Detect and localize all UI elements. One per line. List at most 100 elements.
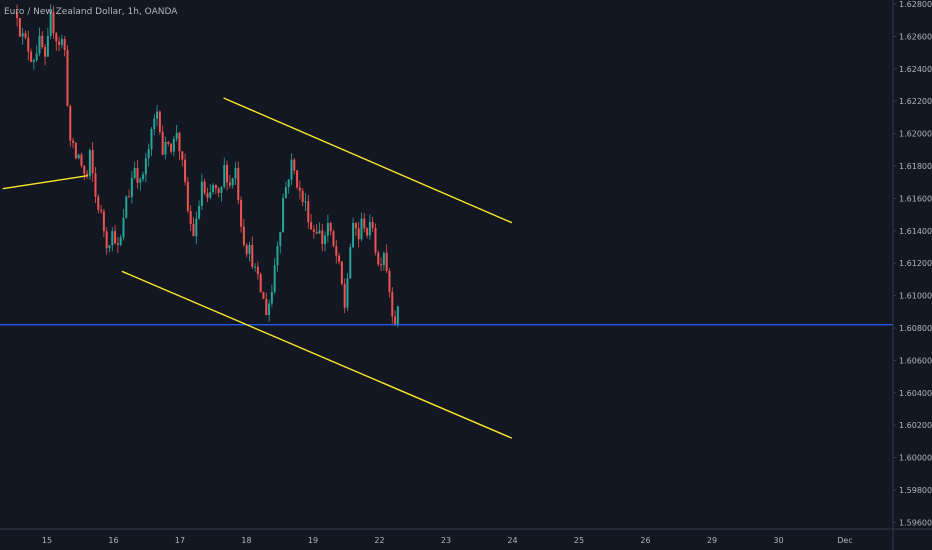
candle bbox=[97, 194, 100, 214]
candle bbox=[100, 204, 103, 214]
candle bbox=[212, 183, 215, 195]
candle bbox=[142, 171, 145, 182]
candle bbox=[251, 236, 254, 269]
candle bbox=[114, 224, 117, 244]
candle bbox=[366, 227, 369, 239]
candle bbox=[128, 189, 131, 198]
time-axis[interactable]: 15 16 17 18 19 22 23 24 25 26 29 30 Dec bbox=[42, 536, 853, 545]
candle bbox=[388, 268, 391, 298]
candle bbox=[301, 187, 304, 207]
candle bbox=[58, 36, 61, 52]
candle bbox=[360, 212, 363, 242]
price-tick-label: 1.60200 bbox=[899, 421, 932, 430]
price-tick-label: 1.62800 bbox=[899, 0, 932, 9]
candle bbox=[254, 263, 257, 272]
candle bbox=[136, 159, 139, 189]
candle bbox=[49, 4, 52, 40]
price-tick-label: 1.61800 bbox=[899, 162, 932, 171]
time-tick-label: 24 bbox=[507, 536, 517, 545]
candle bbox=[156, 105, 159, 127]
candle bbox=[189, 205, 192, 232]
drawings-layer bbox=[0, 97, 893, 439]
candle bbox=[307, 194, 310, 229]
candle bbox=[290, 153, 293, 186]
time-tick-label: 22 bbox=[374, 536, 384, 545]
price-tick-label: 1.60800 bbox=[899, 324, 932, 333]
candle bbox=[231, 178, 234, 189]
candle bbox=[385, 244, 388, 274]
candle bbox=[139, 177, 142, 191]
candle bbox=[338, 252, 341, 265]
candle bbox=[144, 152, 147, 183]
candle bbox=[262, 291, 265, 299]
candle bbox=[349, 243, 352, 279]
candle bbox=[391, 287, 394, 324]
time-tick-label: 15 bbox=[42, 536, 52, 545]
candle bbox=[206, 187, 209, 203]
candle bbox=[46, 27, 49, 58]
price-tick-label: 1.61200 bbox=[899, 259, 932, 268]
candle bbox=[74, 141, 77, 160]
time-tick-label: 16 bbox=[108, 536, 118, 545]
candle bbox=[324, 231, 327, 252]
candle bbox=[203, 178, 206, 196]
candle bbox=[175, 124, 178, 142]
candle bbox=[394, 310, 397, 327]
candle bbox=[69, 104, 72, 147]
candle bbox=[209, 184, 212, 200]
candle bbox=[335, 240, 338, 264]
candle bbox=[346, 272, 349, 311]
price-tick-label: 1.61400 bbox=[899, 227, 932, 236]
time-tick-label: 19 bbox=[308, 536, 318, 545]
candle bbox=[240, 196, 243, 233]
candle bbox=[27, 30, 30, 61]
candle bbox=[178, 131, 181, 161]
candle bbox=[18, 17, 21, 38]
candle bbox=[310, 214, 313, 230]
candle bbox=[315, 223, 318, 235]
price-tick-label: 1.60400 bbox=[899, 389, 932, 398]
candle bbox=[108, 245, 111, 253]
candle bbox=[226, 160, 229, 191]
candle bbox=[287, 178, 290, 194]
candle bbox=[293, 157, 296, 175]
lower-channel-trendline[interactable] bbox=[121, 270, 513, 439]
candle bbox=[88, 148, 91, 180]
time-tick-label: 23 bbox=[441, 536, 451, 545]
time-tick-label: 26 bbox=[640, 536, 650, 545]
candle bbox=[354, 222, 357, 236]
candle bbox=[256, 261, 259, 280]
candle bbox=[184, 153, 187, 186]
candle bbox=[377, 250, 380, 267]
candle bbox=[102, 208, 105, 237]
candle bbox=[35, 45, 38, 63]
candle bbox=[214, 184, 217, 194]
candle bbox=[321, 223, 324, 252]
price-tick-label: 1.59800 bbox=[899, 486, 932, 495]
candle bbox=[32, 58, 35, 70]
candle bbox=[248, 241, 251, 262]
candle bbox=[284, 181, 287, 199]
time-tick-label: Dec bbox=[837, 536, 852, 545]
candle bbox=[38, 27, 41, 57]
prior-trendline-trendline[interactable] bbox=[2, 175, 88, 190]
upper-channel-trendline[interactable] bbox=[223, 97, 513, 224]
candle bbox=[94, 166, 97, 203]
candle bbox=[192, 217, 195, 237]
candle bbox=[380, 257, 383, 272]
candle bbox=[265, 292, 268, 316]
price-axis[interactable]: 1.62800 1.62600 1.62400 1.62200 1.62000 1.618… bbox=[893, 0, 932, 550]
price-tick-label: 1.62000 bbox=[899, 130, 932, 139]
candle bbox=[158, 110, 161, 135]
price-tick-label: 1.60600 bbox=[899, 356, 932, 365]
candle bbox=[374, 223, 377, 256]
candle bbox=[371, 216, 374, 232]
candle bbox=[161, 125, 164, 156]
candle bbox=[382, 251, 385, 271]
time-tick-label: 25 bbox=[574, 536, 584, 545]
candle bbox=[181, 151, 184, 167]
price-tick-label: 1.59600 bbox=[899, 518, 932, 527]
candle bbox=[363, 213, 366, 233]
candle bbox=[298, 180, 301, 200]
